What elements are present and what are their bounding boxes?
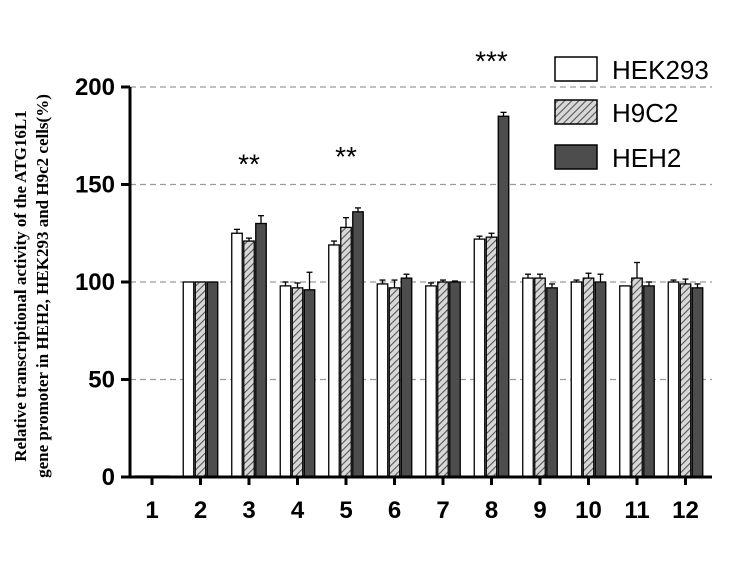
y-axis-label: Relative transcriptional activity of the… xyxy=(11,94,52,478)
bar-hek293-11 xyxy=(619,285,631,478)
legend-label-hek293: HEK293 xyxy=(612,55,709,85)
bar-heh2-6 xyxy=(400,277,413,478)
x-tick-label: 11 xyxy=(624,497,649,524)
bar-heh2-5 xyxy=(352,211,364,478)
bar-heh2-11 xyxy=(643,285,655,478)
x-ticks: 1 2 3 4 5 6 7 8 9 10 11 12 xyxy=(145,477,699,524)
bar-hek293-10 xyxy=(570,281,583,478)
bar-hek293-7 xyxy=(425,285,437,478)
x-tick-label: 3 xyxy=(242,497,255,524)
bar-hek293-12 xyxy=(667,281,680,478)
bar-h9c2-4 xyxy=(291,287,304,478)
bar-heh2-9 xyxy=(546,287,558,478)
bar-h9c2-7 xyxy=(437,281,449,478)
bar-heh2-8 xyxy=(497,115,510,478)
y-tick-label: 200 xyxy=(75,74,115,101)
bar-hek293-4 xyxy=(279,285,292,478)
y-axis-label-line2: gene promoter in HEH2, HEK293 and H9c2 c… xyxy=(33,94,52,478)
bar-h9c2-10 xyxy=(582,277,595,478)
x-tick-label: 7 xyxy=(436,497,449,524)
bar-h9c2-6 xyxy=(388,287,401,478)
bar-hek293-9 xyxy=(522,277,534,478)
bar-h9c2-9 xyxy=(534,277,546,478)
bar-h9c2-3 xyxy=(243,240,255,478)
grid-lines xyxy=(130,86,712,381)
bar-heh2-2 xyxy=(206,281,219,478)
y-tick-label: 150 xyxy=(75,172,115,199)
bar-hek293-6 xyxy=(376,283,389,478)
bar-hek293-3 xyxy=(231,232,243,478)
significance-label: ** xyxy=(238,149,260,180)
bar-h9c2-8 xyxy=(485,236,498,478)
legend-swatch-heh2 xyxy=(554,144,598,170)
y-ticks: 0 50 100 150 200 xyxy=(75,74,130,491)
x-tick-label: 9 xyxy=(533,497,546,524)
bar-hek293-8 xyxy=(473,238,486,478)
bar-h9c2-2 xyxy=(194,281,207,478)
x-tick-label: 2 xyxy=(194,497,207,524)
legend-label-h9c2: H9C2 xyxy=(612,98,678,128)
bar-heh2-12 xyxy=(691,287,704,478)
significance-label: *** xyxy=(475,45,508,76)
bar-h9c2-5 xyxy=(340,226,352,478)
legend-swatch-hek293 xyxy=(554,56,598,82)
bar-heh2-10 xyxy=(594,281,607,478)
x-tick-label: 12 xyxy=(672,497,699,524)
y-tick-label: 50 xyxy=(88,367,115,394)
legend: HEK293 H9C2 HEH2 xyxy=(554,55,709,173)
significance-markers: ** ***** xyxy=(238,45,508,179)
legend-label-heh2: HEH2 xyxy=(612,143,681,173)
x-tick-label: 5 xyxy=(339,497,352,524)
bar-h9c2-11 xyxy=(631,277,643,478)
x-tick-label: 8 xyxy=(485,497,498,524)
bar-heh2-3 xyxy=(255,222,267,478)
bar-hek293-5 xyxy=(328,244,340,478)
significance-label: ** xyxy=(335,141,357,172)
x-tick-label: 10 xyxy=(575,497,602,524)
bar-hek293-2 xyxy=(182,281,195,478)
y-tick-label: 100 xyxy=(75,269,115,296)
x-tick-label: 6 xyxy=(388,497,401,524)
bar-heh2-7 xyxy=(449,281,461,478)
bar-h9c2-12 xyxy=(679,283,692,478)
y-axis-label-line1: Relative transcriptional activity of the… xyxy=(11,110,30,461)
y-tick-label: 0 xyxy=(102,464,115,491)
bar-heh2-4 xyxy=(303,289,316,478)
x-tick-label: 4 xyxy=(291,497,305,524)
x-tick-label: 1 xyxy=(145,497,158,524)
legend-swatch-h9c2 xyxy=(554,99,598,125)
